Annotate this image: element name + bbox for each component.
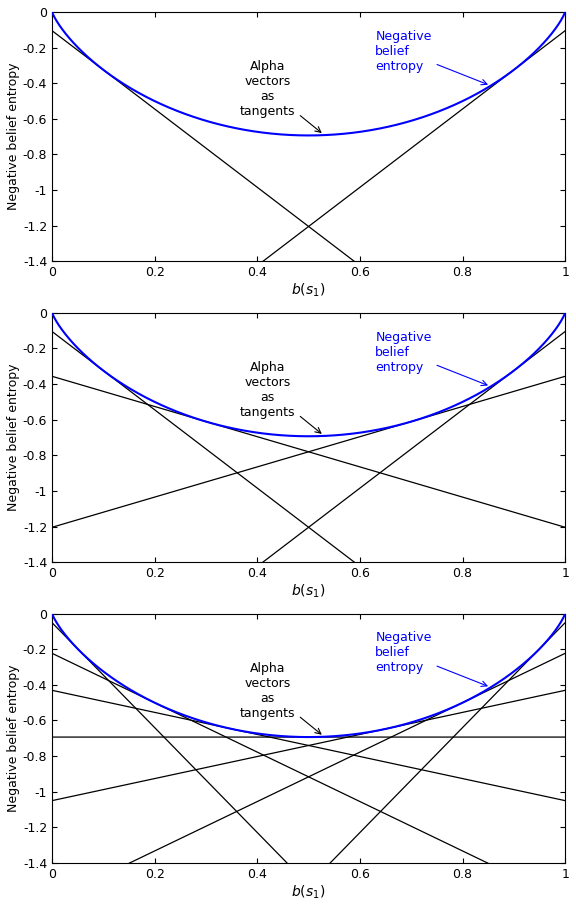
Text: Negative
belief
entropy: Negative belief entropy — [376, 631, 487, 686]
Y-axis label: Negative belief entropy: Negative belief entropy — [7, 364, 20, 511]
Text: Alpha
vectors
as
tangents: Alpha vectors as tangents — [240, 60, 321, 133]
Y-axis label: Negative belief entropy: Negative belief entropy — [7, 665, 20, 812]
X-axis label: $b(s_1)$: $b(s_1)$ — [291, 883, 325, 901]
Y-axis label: Negative belief entropy: Negative belief entropy — [7, 63, 20, 211]
Text: Negative
belief
entropy: Negative belief entropy — [376, 331, 487, 386]
Text: Alpha
vectors
as
tangents: Alpha vectors as tangents — [240, 360, 321, 433]
Text: Alpha
vectors
as
tangents: Alpha vectors as tangents — [240, 662, 321, 734]
Text: Negative
belief
entropy: Negative belief entropy — [376, 30, 487, 84]
X-axis label: $b(s_1)$: $b(s_1)$ — [291, 583, 325, 600]
X-axis label: $b(s_1)$: $b(s_1)$ — [291, 282, 325, 300]
